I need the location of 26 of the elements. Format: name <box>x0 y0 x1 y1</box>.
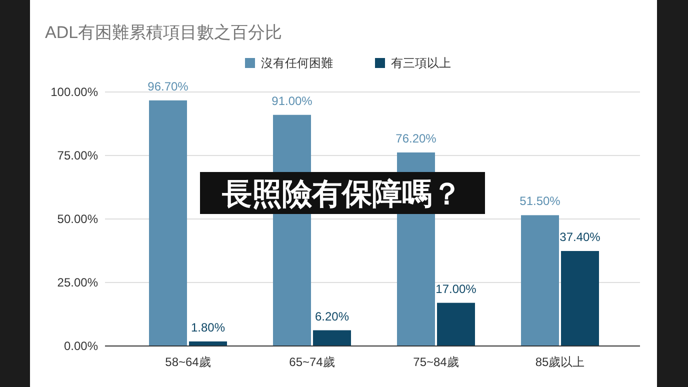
data-label: 6.20% <box>314 309 350 324</box>
chart-title: ADL有困難累積項目數之百分比 <box>45 23 282 42</box>
y-tick-label: 100.00% <box>50 85 98 99</box>
data-label: 17.00% <box>436 282 477 296</box>
data-label: 37.40% <box>560 230 601 244</box>
y-tick-label: 75.00% <box>57 148 98 162</box>
bar <box>561 251 599 346</box>
annotation: 長照險有保障嗎？ <box>221 178 462 211</box>
x-tick-label: 58~64歲 <box>165 355 211 369</box>
x-tick-label: 75~84歲 <box>413 355 459 369</box>
bar <box>521 215 559 346</box>
data-label: 96.70% <box>148 79 189 94</box>
y-tick-label: 50.00% <box>57 212 98 226</box>
y-tick-label: 0.00% <box>64 339 98 353</box>
y-tick-label: 25.00% <box>57 276 98 290</box>
bar <box>313 330 351 346</box>
data-label: 51.50% <box>520 194 561 208</box>
bar <box>437 302 475 346</box>
data-label: 1.80% <box>190 320 226 334</box>
x-tick-label: 65~74歲 <box>289 355 335 369</box>
data-label: 76.20% <box>396 131 437 146</box>
legend-label: 沒有任何困難 <box>261 56 333 70</box>
legend-label: 有三項以上 <box>391 56 451 70</box>
data-label: 91.00% <box>272 94 313 108</box>
bar <box>149 100 187 346</box>
x-tick-label: 85歲以上 <box>535 355 585 369</box>
